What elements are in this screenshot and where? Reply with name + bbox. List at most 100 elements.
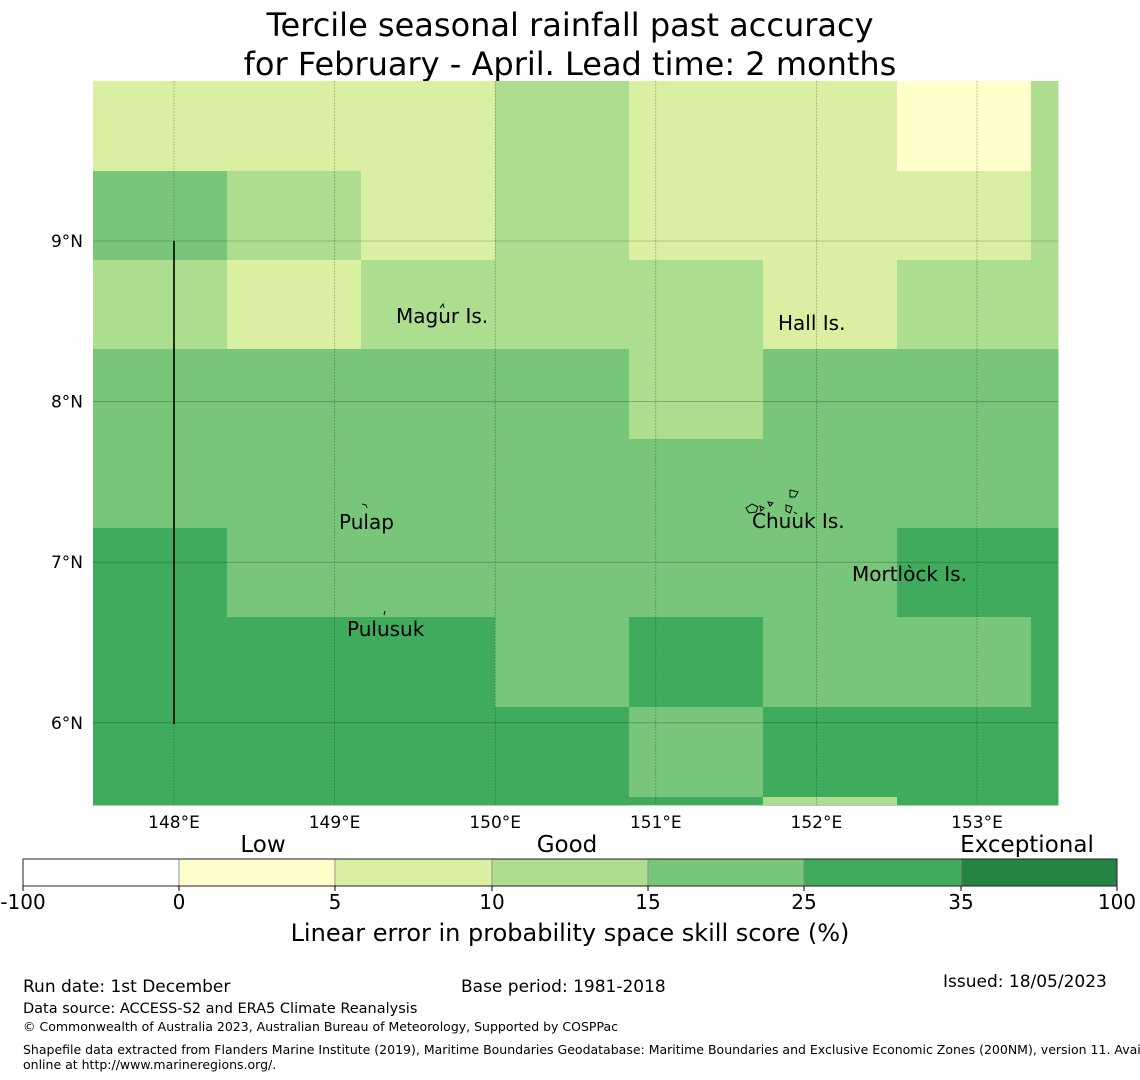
map-cell	[227, 707, 362, 806]
lon-tick-label: 150°E	[469, 813, 521, 833]
map-cell	[763, 81, 898, 172]
lon-tick-label: 153°E	[951, 813, 1003, 833]
colorbar-frame	[22, 858, 1118, 887]
map-cell	[1031, 349, 1059, 440]
shapefile-credit-line1: Shapefile data extracted from Flanders M…	[23, 1042, 1140, 1057]
place-label: Magur Is.	[396, 304, 488, 328]
colorbar-category-label: Exceptional	[960, 832, 1094, 858]
map-cell	[1031, 439, 1059, 529]
map-cell	[897, 707, 1032, 806]
map-cell	[495, 171, 630, 261]
colorbar-swatch	[647, 858, 805, 887]
colorbar-swatch	[960, 858, 1118, 887]
lon-tick-label: 151°E	[630, 813, 682, 833]
chuuk-island-outline	[745, 489, 799, 515]
colorbar-category-label: Low	[240, 832, 285, 858]
map-cell	[763, 171, 898, 261]
map-cell	[495, 528, 630, 618]
map-cell	[629, 707, 764, 806]
map-cell	[361, 439, 496, 529]
colorbar-tick-label: 35	[948, 890, 973, 914]
map-cell	[629, 617, 764, 708]
map-cell	[897, 439, 1032, 529]
lat-tick-label: 8°N	[51, 393, 83, 413]
map-cell	[1031, 528, 1059, 618]
map-cell	[629, 349, 764, 440]
map-cell	[361, 171, 496, 261]
map-cell	[629, 171, 764, 261]
skill-score-map: 9°N 8°N 7°N 6°N 148°E 149°E 150°E 151°E 152°E 15…	[0, 81, 1136, 914]
colorbar-tick-label: -100	[0, 890, 45, 914]
map-cell	[93, 707, 228, 806]
colorbar-swatch	[334, 858, 493, 887]
map-cell	[495, 349, 630, 440]
map-cell	[763, 528, 898, 618]
map-cell	[495, 617, 630, 708]
map-cell	[93, 171, 228, 261]
map-cell	[897, 81, 1032, 172]
map-cell	[629, 528, 764, 618]
map-cell	[763, 707, 898, 806]
colorbar-category-label: Good	[537, 832, 598, 858]
map-cell	[495, 707, 630, 806]
chart-title-line2: for February - April. Lead time: 2 month…	[243, 45, 897, 83]
place-label: Chuuk Is.	[752, 509, 845, 533]
map-cell	[495, 260, 630, 350]
mortlock-island-outline	[907, 564, 912, 569]
colorbar-tick-label: 25	[791, 890, 816, 914]
map-cell	[361, 528, 496, 618]
chart-title-line1: Tercile seasonal rainfall past accuracy	[266, 6, 874, 44]
map-cell	[93, 349, 228, 440]
colorbar-tick-label: 100	[1098, 890, 1136, 914]
map-cell	[897, 528, 1032, 618]
map-cell	[1031, 707, 1059, 806]
colorbar-swatch	[803, 858, 962, 887]
place-label: Pulusuk	[347, 617, 425, 641]
map-cell	[763, 349, 898, 440]
lon-tick-label: 149°E	[309, 813, 361, 833]
map-cell	[361, 707, 496, 806]
map-cell	[629, 439, 764, 529]
map-cell	[897, 171, 1032, 261]
magur-island-outline	[439, 302, 445, 309]
lon-tick-label: 152°E	[791, 813, 843, 833]
map-cell	[361, 260, 496, 350]
lon-tick-label: 148°E	[148, 813, 200, 833]
shapefile-credit-line2: online at http://www.marineregions.org/.	[23, 1057, 277, 1072]
colorbar-axis-title: Linear error in probability space skill …	[290, 919, 850, 947]
lat-tick-label: 9°N	[51, 232, 83, 252]
map-cell	[361, 617, 496, 708]
map-cell	[227, 171, 362, 261]
map-cell	[897, 349, 1032, 440]
map-cell	[897, 617, 1032, 708]
map-cell	[93, 617, 228, 708]
place-label: Mortlock Is.	[852, 562, 967, 586]
place-label: Pulap	[339, 510, 394, 534]
map-cell	[93, 439, 228, 529]
map-cell	[629, 797, 763, 805]
map-cell	[763, 439, 898, 529]
map-cell	[227, 617, 362, 708]
colorbar-swatch	[491, 858, 649, 887]
map-cell	[763, 617, 898, 708]
map-cell	[361, 81, 496, 172]
run-date: Run date: 1st December	[23, 977, 231, 997]
copyright: © Commonwealth of Australia 2023, Austra…	[23, 1019, 618, 1034]
map-cell	[227, 528, 362, 618]
map-cell	[495, 439, 630, 529]
map-cell	[227, 439, 362, 529]
map-cell	[93, 528, 228, 618]
data-source: Data source: ACCESS-S2 and ERA5 Climate …	[23, 1001, 418, 1017]
base-period: Base period: 1981-2018	[461, 977, 666, 997]
map-cell	[227, 349, 362, 440]
map-cell	[93, 260, 228, 350]
map-cell	[93, 81, 228, 172]
colorbar-tick-label: 0	[173, 890, 186, 914]
pulusuk-island-outline	[383, 610, 386, 616]
map-cell	[897, 260, 1032, 350]
colorbar-tick-label: 15	[635, 890, 660, 914]
colorbar-swatch	[22, 858, 180, 887]
map-cell	[1031, 81, 1058, 349]
issued-date: Issued: 18/05/2023	[943, 972, 1107, 992]
map-cell	[763, 797, 897, 805]
